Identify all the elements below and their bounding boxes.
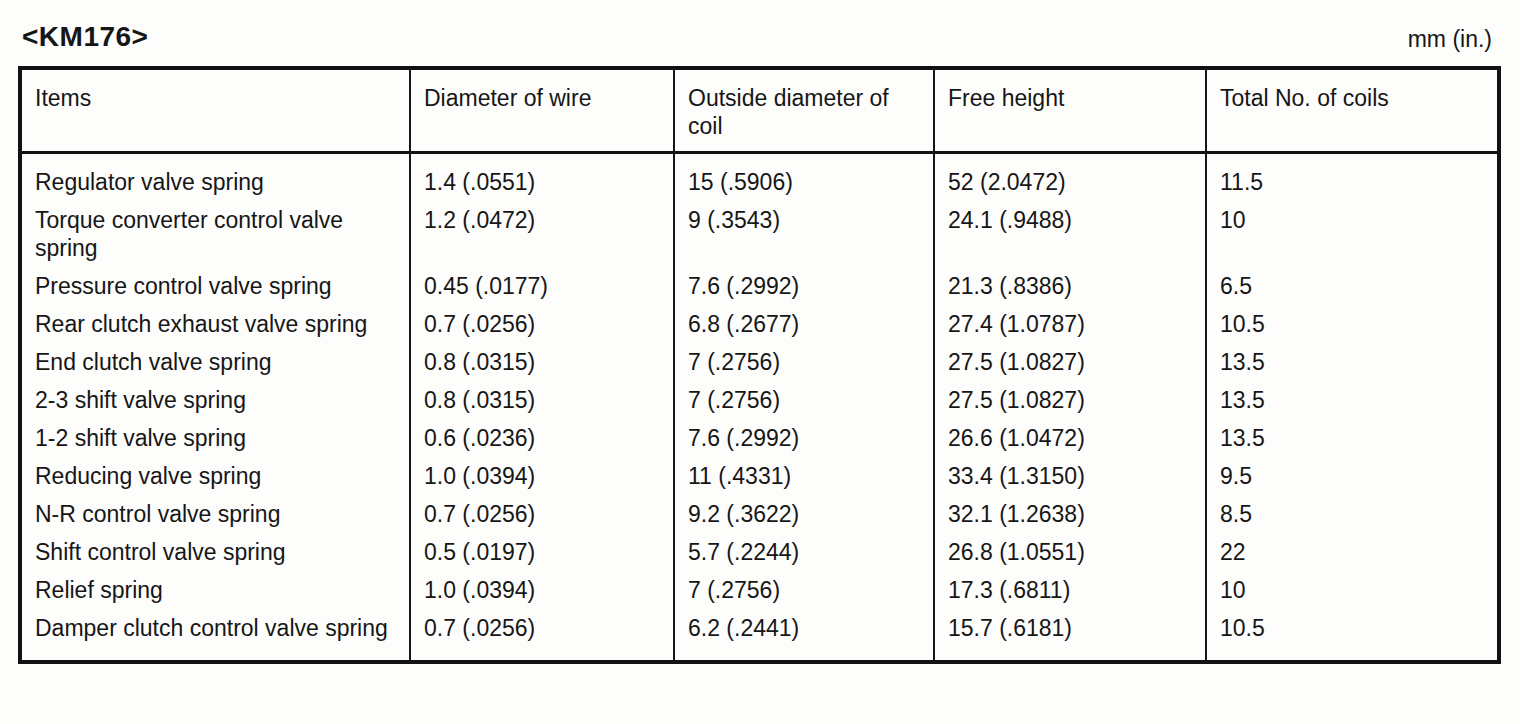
item-cell: End clutch valve spring (20, 343, 410, 381)
item-cell: Damper clutch control valve spring (20, 609, 410, 662)
table-row: N-R control valve spring 0.7 (.0256) 9.2… (20, 495, 1499, 533)
wire-diameter-cell: 0.7 (.0256) (410, 609, 674, 662)
free-height-cell: 32.1 (1.2638) (934, 495, 1206, 533)
free-height-cell: 15.7 (.6181) (934, 609, 1206, 662)
coil-diameter-cell: 11 (.4331) (674, 457, 934, 495)
wire-diameter-cell: 0.8 (.0315) (410, 381, 674, 419)
coil-count-cell: 13.5 (1206, 381, 1499, 419)
free-height-cell: 52 (2.0472) (934, 152, 1206, 201)
free-height-cell: 27.5 (1.0827) (934, 343, 1206, 381)
coil-count-cell: 10 (1206, 201, 1499, 267)
coil-diameter-cell: 7.6 (.2992) (674, 419, 934, 457)
coil-count-cell: 13.5 (1206, 343, 1499, 381)
column-header-free-height: Free height (934, 68, 1206, 152)
table-row: 2-3 shift valve spring 0.8 (.0315) 7 (.2… (20, 381, 1499, 419)
table-row: Shift control valve spring 0.5 (.0197) 5… (20, 533, 1499, 571)
coil-count-cell: 8.5 (1206, 495, 1499, 533)
free-height-cell: 21.3 (.8386) (934, 267, 1206, 305)
coil-diameter-cell: 5.7 (.2244) (674, 533, 934, 571)
coil-diameter-cell: 6.8 (.2677) (674, 305, 934, 343)
free-height-cell: 17.3 (.6811) (934, 571, 1206, 609)
item-cell: N-R control valve spring (20, 495, 410, 533)
table-row: Relief spring 1.0 (.0394) 7 (.2756) 17.3… (20, 571, 1499, 609)
item-cell: 2-3 shift valve spring (20, 381, 410, 419)
spec-table-header: Items Diameter of wire Outside diameter … (20, 68, 1499, 152)
coil-diameter-cell: 9.2 (.3622) (674, 495, 934, 533)
item-cell: Regulator valve spring (20, 152, 410, 201)
table-row: Damper clutch control valve spring 0.7 (… (20, 609, 1499, 662)
manual-page: <KM176> mm (in.) Items Diameter of wire … (0, 0, 1520, 724)
coil-count-cell: 9.5 (1206, 457, 1499, 495)
coil-diameter-cell: 9 (.3543) (674, 201, 934, 267)
wire-diameter-cell: 0.7 (.0256) (410, 495, 674, 533)
table-row: Rear clutch exhaust valve spring 0.7 (.0… (20, 305, 1499, 343)
free-height-cell: 26.6 (1.0472) (934, 419, 1206, 457)
coil-count-cell: 13.5 (1206, 419, 1499, 457)
column-header-coil-diameter: Outside diameter of coil (674, 68, 934, 152)
coil-count-cell: 10.5 (1206, 609, 1499, 662)
item-cell: Pressure control valve spring (20, 267, 410, 305)
item-cell: Shift control valve spring (20, 533, 410, 571)
table-row: End clutch valve spring 0.8 (.0315) 7 (.… (20, 343, 1499, 381)
wire-diameter-cell: 1.4 (.0551) (410, 152, 674, 201)
table-row: 1-2 shift valve spring 0.6 (.0236) 7.6 (… (20, 419, 1499, 457)
table-row: Reducing valve spring 1.0 (.0394) 11 (.4… (20, 457, 1499, 495)
free-height-cell: 26.8 (1.0551) (934, 533, 1206, 571)
coil-diameter-cell: 15 (.5906) (674, 152, 934, 201)
item-cell: Rear clutch exhaust valve spring (20, 305, 410, 343)
wire-diameter-cell: 1.0 (.0394) (410, 571, 674, 609)
coil-count-cell: 22 (1206, 533, 1499, 571)
coil-count-cell: 11.5 (1206, 152, 1499, 201)
item-cell: Relief spring (20, 571, 410, 609)
item-cell: Torque converter control valve spring (20, 201, 410, 267)
coil-diameter-cell: 7.6 (.2992) (674, 267, 934, 305)
coil-diameter-cell: 6.2 (.2441) (674, 609, 934, 662)
column-header-wire-diameter: Diameter of wire (410, 68, 674, 152)
coil-diameter-cell: 7 (.2756) (674, 571, 934, 609)
free-height-cell: 33.4 (1.3150) (934, 457, 1206, 495)
column-header-items: Items (20, 68, 410, 152)
page-title: <KM176> (22, 22, 148, 52)
header-row: Items Diameter of wire Outside diameter … (20, 68, 1499, 152)
coil-count-cell: 6.5 (1206, 267, 1499, 305)
wire-diameter-cell: 0.7 (.0256) (410, 305, 674, 343)
page-header: <KM176> mm (in.) (22, 22, 1492, 52)
coil-count-cell: 10.5 (1206, 305, 1499, 343)
table-row: Torque converter control valve spring 1.… (20, 201, 1499, 267)
free-height-cell: 24.1 (.9488) (934, 201, 1206, 267)
unit-label: mm (in.) (1408, 26, 1492, 52)
free-height-cell: 27.5 (1.0827) (934, 381, 1206, 419)
wire-diameter-cell: 0.5 (.0197) (410, 533, 674, 571)
table-row: Pressure control valve spring 0.45 (.017… (20, 267, 1499, 305)
coil-count-cell: 10 (1206, 571, 1499, 609)
wire-diameter-cell: 0.45 (.0177) (410, 267, 674, 305)
wire-diameter-cell: 0.6 (.0236) (410, 419, 674, 457)
item-cell: Reducing valve spring (20, 457, 410, 495)
table-row: Regulator valve spring 1.4 (.0551) 15 (.… (20, 152, 1499, 201)
free-height-cell: 27.4 (1.0787) (934, 305, 1206, 343)
coil-diameter-cell: 7 (.2756) (674, 343, 934, 381)
column-header-total-coils: Total No. of coils (1206, 68, 1499, 152)
wire-diameter-cell: 1.2 (.0472) (410, 201, 674, 267)
coil-diameter-cell: 7 (.2756) (674, 381, 934, 419)
spec-table: Items Diameter of wire Outside diameter … (18, 66, 1501, 664)
item-cell: 1-2 shift valve spring (20, 419, 410, 457)
spec-table-body: Regulator valve spring 1.4 (.0551) 15 (.… (20, 152, 1499, 662)
wire-diameter-cell: 1.0 (.0394) (410, 457, 674, 495)
wire-diameter-cell: 0.8 (.0315) (410, 343, 674, 381)
